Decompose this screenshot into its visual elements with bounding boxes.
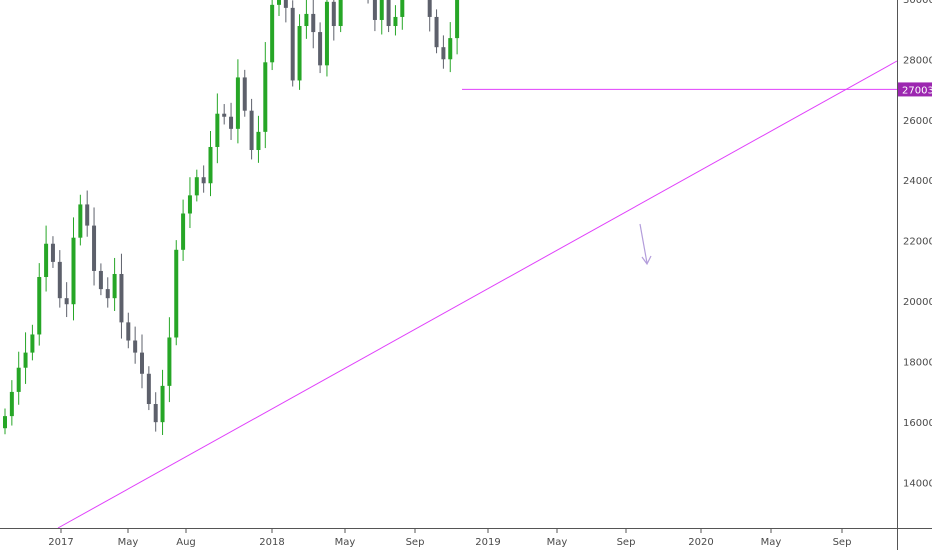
price-axis[interactable]: 14000 16000 18000 20000 22000 24000 26000 28000…: [903, 0, 932, 490]
arrow-head-icon: [641, 255, 652, 266]
candle: [71, 217, 76, 321]
time-axis[interactable]: 2017 May Aug 2018 May Sep 2019 May Sep 2020 May Sep: [48, 528, 851, 548]
price-tick-label: 14000: [903, 479, 932, 490]
price-tick-label: 30000: [903, 0, 932, 6]
time-tick-label: May: [335, 537, 356, 548]
candle: [372, 0, 377, 32]
candle: [242, 69, 247, 117]
candle: [229, 102, 234, 140]
candle: [37, 263, 42, 346]
time-tick-label: May: [547, 537, 568, 548]
candle: [140, 334, 144, 389]
candle: [304, 0, 309, 39]
price-tick-label: 18000: [903, 358, 932, 369]
price-labels: 408282700331199: [898, 82, 932, 97]
drawings: [57, 60, 898, 529]
candle: [263, 42, 268, 149]
candle: [297, 14, 302, 90]
price-tick-label: 22000: [903, 237, 932, 248]
level-price-label: 27003: [898, 82, 932, 97]
candle: [174, 240, 179, 346]
price-tick-label: 24000: [903, 176, 932, 187]
candle: [386, 0, 391, 33]
time-tick-label: May: [118, 537, 139, 548]
candles: [3, 0, 460, 435]
candle: [256, 115, 261, 163]
time-tick-label: 2018: [259, 537, 284, 548]
candle: [379, 0, 384, 35]
candle: [57, 250, 62, 308]
candle: [448, 22, 453, 73]
candle: [3, 408, 7, 435]
candle: [9, 380, 14, 426]
time-tick-label: Sep: [617, 537, 636, 548]
candle: [283, 0, 288, 23]
price-tick-label: 26000: [903, 116, 932, 127]
candle: [50, 236, 55, 268]
candle: [208, 130, 213, 197]
candle: [78, 194, 83, 246]
price-tick-label: 16000: [903, 418, 932, 429]
time-tick-label: Aug: [176, 537, 196, 548]
candle: [318, 22, 323, 74]
candle: [201, 165, 206, 193]
candle: [23, 332, 28, 384]
candle: [44, 225, 49, 292]
time-tick-label: 2020: [688, 537, 713, 548]
candle: [277, 0, 281, 16]
candle: [160, 369, 165, 435]
candle: [16, 351, 21, 405]
candle: [30, 324, 35, 361]
candle: [324, 0, 329, 77]
candle: [331, 0, 336, 41]
time-tick-label: 2019: [475, 537, 500, 548]
price-tick-label: 28000: [903, 55, 932, 66]
time-tick-label: 2017: [48, 537, 73, 548]
candle: [153, 392, 158, 432]
support-trendline[interactable]: [57, 60, 898, 529]
price-tick-label: 20000: [903, 297, 932, 308]
candle: [427, 0, 432, 32]
candle: [455, 0, 460, 55]
candle: [64, 282, 69, 318]
time-tick-label: Sep: [406, 537, 425, 548]
candle: [222, 104, 227, 125]
candle: [181, 199, 186, 261]
candle: [249, 98, 254, 160]
candle: [112, 257, 117, 311]
candle: [133, 326, 138, 364]
candle: [194, 169, 199, 202]
candle: [400, 0, 405, 30]
candle: [98, 263, 103, 296]
candle: [441, 35, 446, 69]
candle: [105, 277, 110, 308]
candle: [311, 0, 316, 49]
candle: [235, 59, 240, 144]
candle: [367, 0, 369, 4]
candle: [434, 9, 439, 54]
candle: [146, 366, 151, 411]
candle: [167, 317, 172, 403]
time-tick-label: Sep: [833, 537, 852, 548]
time-tick-label: May: [761, 537, 782, 548]
candle: [187, 177, 192, 229]
candle: [393, 5, 398, 36]
projection-arrow[interactable]: [639, 223, 648, 264]
candle: [338, 0, 343, 33]
candle: [270, 0, 275, 71]
candle: [290, 0, 295, 87]
candle: [215, 93, 220, 164]
candle: [119, 253, 124, 339]
candle: [85, 190, 90, 237]
candle: [126, 312, 131, 349]
candle: [92, 207, 97, 286]
svg-text:27003: 27003: [902, 85, 932, 96]
